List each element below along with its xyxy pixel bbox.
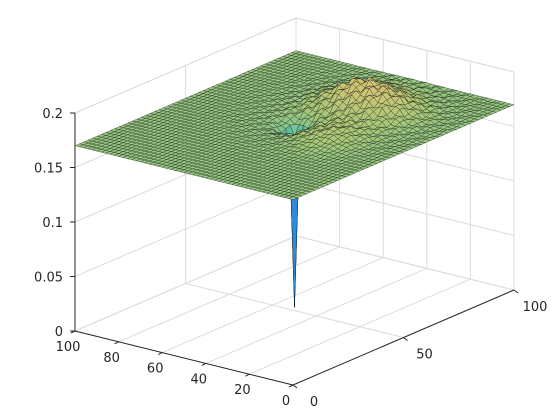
y-tick-label: 100 — [523, 300, 548, 315]
z-tick-label: 0.1 — [42, 216, 63, 231]
z-tick-label: 0.2 — [42, 107, 63, 122]
x-tick-label: 20 — [234, 383, 251, 398]
z-tick-label: 0 — [55, 325, 63, 340]
x-tick-label: 40 — [191, 372, 208, 387]
x-tick-mark — [115, 342, 119, 344]
wall-grid-line — [296, 182, 514, 236]
z-tick-label: 0.15 — [34, 162, 63, 177]
x-tick-mark — [289, 385, 293, 387]
y-tick-mark — [514, 290, 518, 293]
y-tick-label: 50 — [416, 348, 433, 363]
x-tick-label: 100 — [56, 340, 81, 355]
x-tick-label: 80 — [103, 351, 120, 366]
x-tick-label: 0 — [282, 394, 290, 409]
x-tick-mark — [158, 353, 162, 355]
surface-mesh — [75, 51, 514, 308]
y-tick-mark — [293, 385, 297, 388]
z-tick-label: 0.05 — [34, 271, 63, 286]
wall-grid-line — [296, 236, 514, 290]
y-tick-mark — [404, 338, 408, 341]
x-tick-mark — [245, 374, 249, 376]
x-tick-label: 60 — [147, 362, 164, 377]
x-tick-mark — [202, 363, 206, 365]
y-tick-label: 0 — [310, 395, 318, 410]
